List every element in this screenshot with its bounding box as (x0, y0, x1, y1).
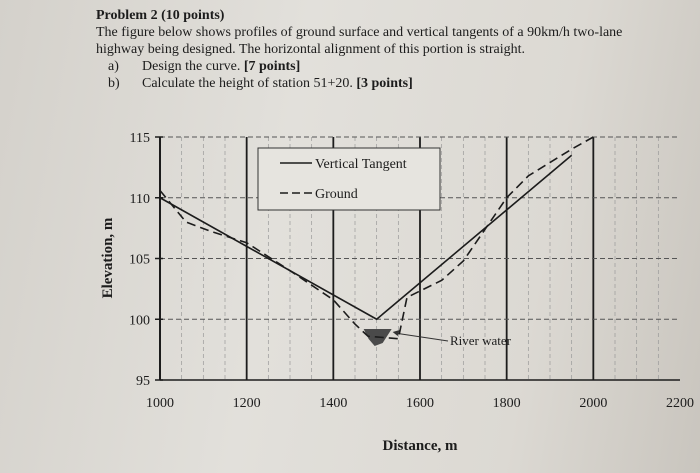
problem-title: Problem 2 (10 points) (96, 8, 225, 23)
y-tick-label: 105 (129, 253, 150, 268)
legend-box (257, 147, 441, 211)
ground-line (159, 136, 594, 340)
y-tick-label: 95 (136, 374, 150, 389)
y-tick-label: 115 (130, 131, 150, 146)
y-axis-label: Elevation, m (100, 217, 116, 298)
x-tick-label: 2200 (666, 396, 694, 411)
part-b: b) Calculate the height of station 51+20.… (108, 75, 413, 92)
legend: Vertical Tangent Ground (257, 147, 441, 211)
x-tick-label: 2000 (579, 396, 607, 411)
river-water-arrow (394, 332, 449, 342)
legend-ground: Ground (315, 187, 358, 202)
x-tick-label: 1800 (493, 396, 521, 411)
x-tick-label: 1400 (319, 396, 347, 411)
y-tick-label: 100 (129, 313, 150, 328)
part-a: a) Design the curve. [7 points] (108, 58, 300, 75)
part-b-marker: b) (108, 76, 120, 91)
x-axis-label: Distance, m (383, 438, 458, 454)
part-b-points: [3 points] (356, 76, 413, 91)
legend-vertical-tangent: Vertical Tangent (315, 157, 407, 172)
problem-statement-line1: The figure below shows profiles of groun… (96, 25, 623, 40)
x-tick-label: 1000 (146, 396, 174, 411)
problem-statement-line2: highway being designed. The horizontal a… (96, 42, 526, 57)
y-tick-label: 110 (130, 192, 150, 207)
part-a-text: Design the curve. (142, 59, 244, 74)
river-water-label: River water (450, 333, 512, 348)
part-b-text: Calculate the height of station 51+20. (142, 76, 357, 91)
part-a-points: [7 points] (243, 59, 301, 74)
x-tick-label: 1200 (233, 396, 261, 411)
x-tick-label: 1600 (406, 396, 434, 411)
arrowhead-icon (392, 329, 400, 336)
part-a-marker: a) (108, 59, 119, 74)
